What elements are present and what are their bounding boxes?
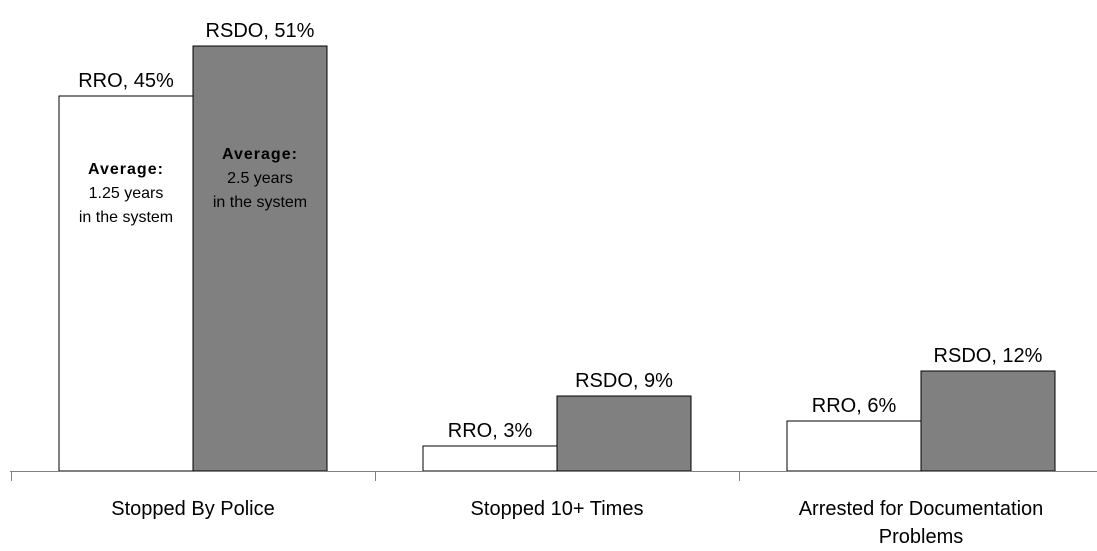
annotation-0-line-1: 1.25 years (89, 185, 164, 202)
annotation-1-line-2: in the system (213, 194, 307, 211)
annotation-0-line-2: in the system (79, 209, 173, 226)
labels-layer: RRO, 45% RSDO, 51% RRO, 3% RSDO, 9% RRO, 6% R… (78, 20, 1043, 548)
bar-0-0 (58, 95, 194, 472)
annotation-1-line-0: Average: (222, 146, 298, 163)
bars-layer (58, 45, 1056, 472)
bar-2-1 (920, 370, 1056, 472)
x-tick-label-2-line-0: Arrested for Documentation (799, 498, 1044, 520)
x-axis (10, 471, 1097, 481)
data-label-1-1: RSDO, 9% (575, 370, 673, 392)
bar-0-1 (192, 45, 328, 472)
bar-1-1 (556, 395, 692, 472)
data-label-1-0: RRO, 3% (448, 420, 533, 442)
annotation-0-line-0: Average: (88, 161, 164, 178)
bar-2-0 (786, 420, 922, 472)
data-label-0-1: RSDO, 51% (206, 20, 315, 42)
data-label-2-1: RSDO, 12% (934, 345, 1043, 367)
x-tick-label-2-line-1: Problems (879, 526, 963, 548)
x-tick-label-0-line-0: Stopped By Police (111, 498, 274, 520)
bar-1-0 (422, 445, 558, 472)
x-tick-label-1-line-0: Stopped 10+ Times (471, 498, 644, 520)
data-label-0-0: RRO, 45% (78, 70, 174, 92)
data-label-2-0: RRO, 6% (812, 395, 897, 417)
annotation-1-line-1: 2.5 years (227, 170, 293, 187)
